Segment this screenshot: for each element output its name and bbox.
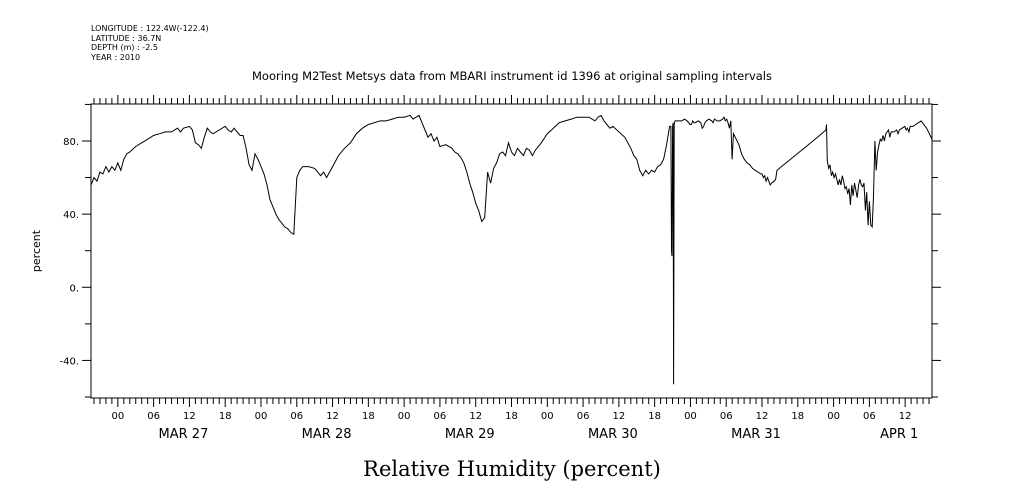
x-hour-label: 00 — [827, 411, 840, 422]
x-hour-label: 00 — [111, 411, 124, 422]
chart-title: Mooring M2Test Metsys data from MBARI in… — [252, 69, 772, 83]
y-axis-label: percent — [30, 229, 43, 272]
x-hour-label: 06 — [720, 411, 733, 422]
x-hour-label: 18 — [791, 411, 804, 422]
y-tick-label: 0. — [69, 283, 79, 294]
latitude-text: LATITUDE : 36.7N — [91, 34, 161, 43]
x-hour-label: 00 — [684, 411, 697, 422]
y-tick-label: -40. — [59, 356, 79, 367]
x-hour-label: 06 — [434, 411, 447, 422]
x-day-label: MAR 27 — [159, 427, 209, 442]
x-day-label: APR 1 — [880, 427, 918, 442]
x-hour-label: 18 — [219, 411, 232, 422]
y-tick-label: 80. — [63, 137, 79, 148]
x-hour-label: 06 — [863, 411, 876, 422]
x-hour-label: 00 — [541, 411, 554, 422]
x-hour-label: 00 — [398, 411, 411, 422]
plot-frame — [90, 103, 933, 399]
longitude-text: LONGITUDE : 122.4W(-122.4) — [91, 24, 209, 33]
x-day-labels: MAR 27 MAR 28 MAR 29 MAR 30 MAR 31 APR 1 — [159, 427, 919, 442]
humidity-series-line — [90, 114, 933, 385]
x-hour-label: 12 — [326, 411, 339, 422]
y-tick-label: 40. — [63, 210, 79, 221]
depth-text: DEPTH (m) : -2.5 — [91, 43, 158, 52]
x-hour-label: 06 — [290, 411, 303, 422]
x-hour-label: 12 — [612, 411, 625, 422]
x-hour-label: 18 — [505, 411, 518, 422]
x-day-label: MAR 30 — [588, 427, 638, 442]
x-hour-label: 12 — [899, 411, 912, 422]
x-hour-label: 06 — [147, 411, 160, 422]
x-day-label: MAR 29 — [445, 427, 495, 442]
axis-ticks — [82, 95, 941, 407]
x-day-label: MAR 28 — [302, 427, 352, 442]
metadata-block: LONGITUDE : 122.4W(-122.4) LATITUDE : 36… — [90, 24, 209, 62]
x-day-label: MAR 31 — [731, 427, 781, 442]
x-hour-label: 00 — [255, 411, 268, 422]
year-text: YEAR : 2010 — [90, 53, 140, 62]
x-hour-label: 12 — [469, 411, 482, 422]
x-hour-label: 12 — [183, 411, 196, 422]
x-hour-label: 18 — [362, 411, 375, 422]
x-hour-label: 18 — [648, 411, 661, 422]
x-hour-label: 12 — [756, 411, 769, 422]
x-axis-label: Relative Humidity (percent) — [363, 457, 661, 481]
x-hour-label: 06 — [577, 411, 590, 422]
y-tick-labels: -40. 0. 40. 80. — [59, 137, 79, 367]
x-tick-labels: 00 06 12 18 00 06 12 18 00 06 12 18 00 06 12 18 00 06 12 18… — [111, 411, 911, 422]
